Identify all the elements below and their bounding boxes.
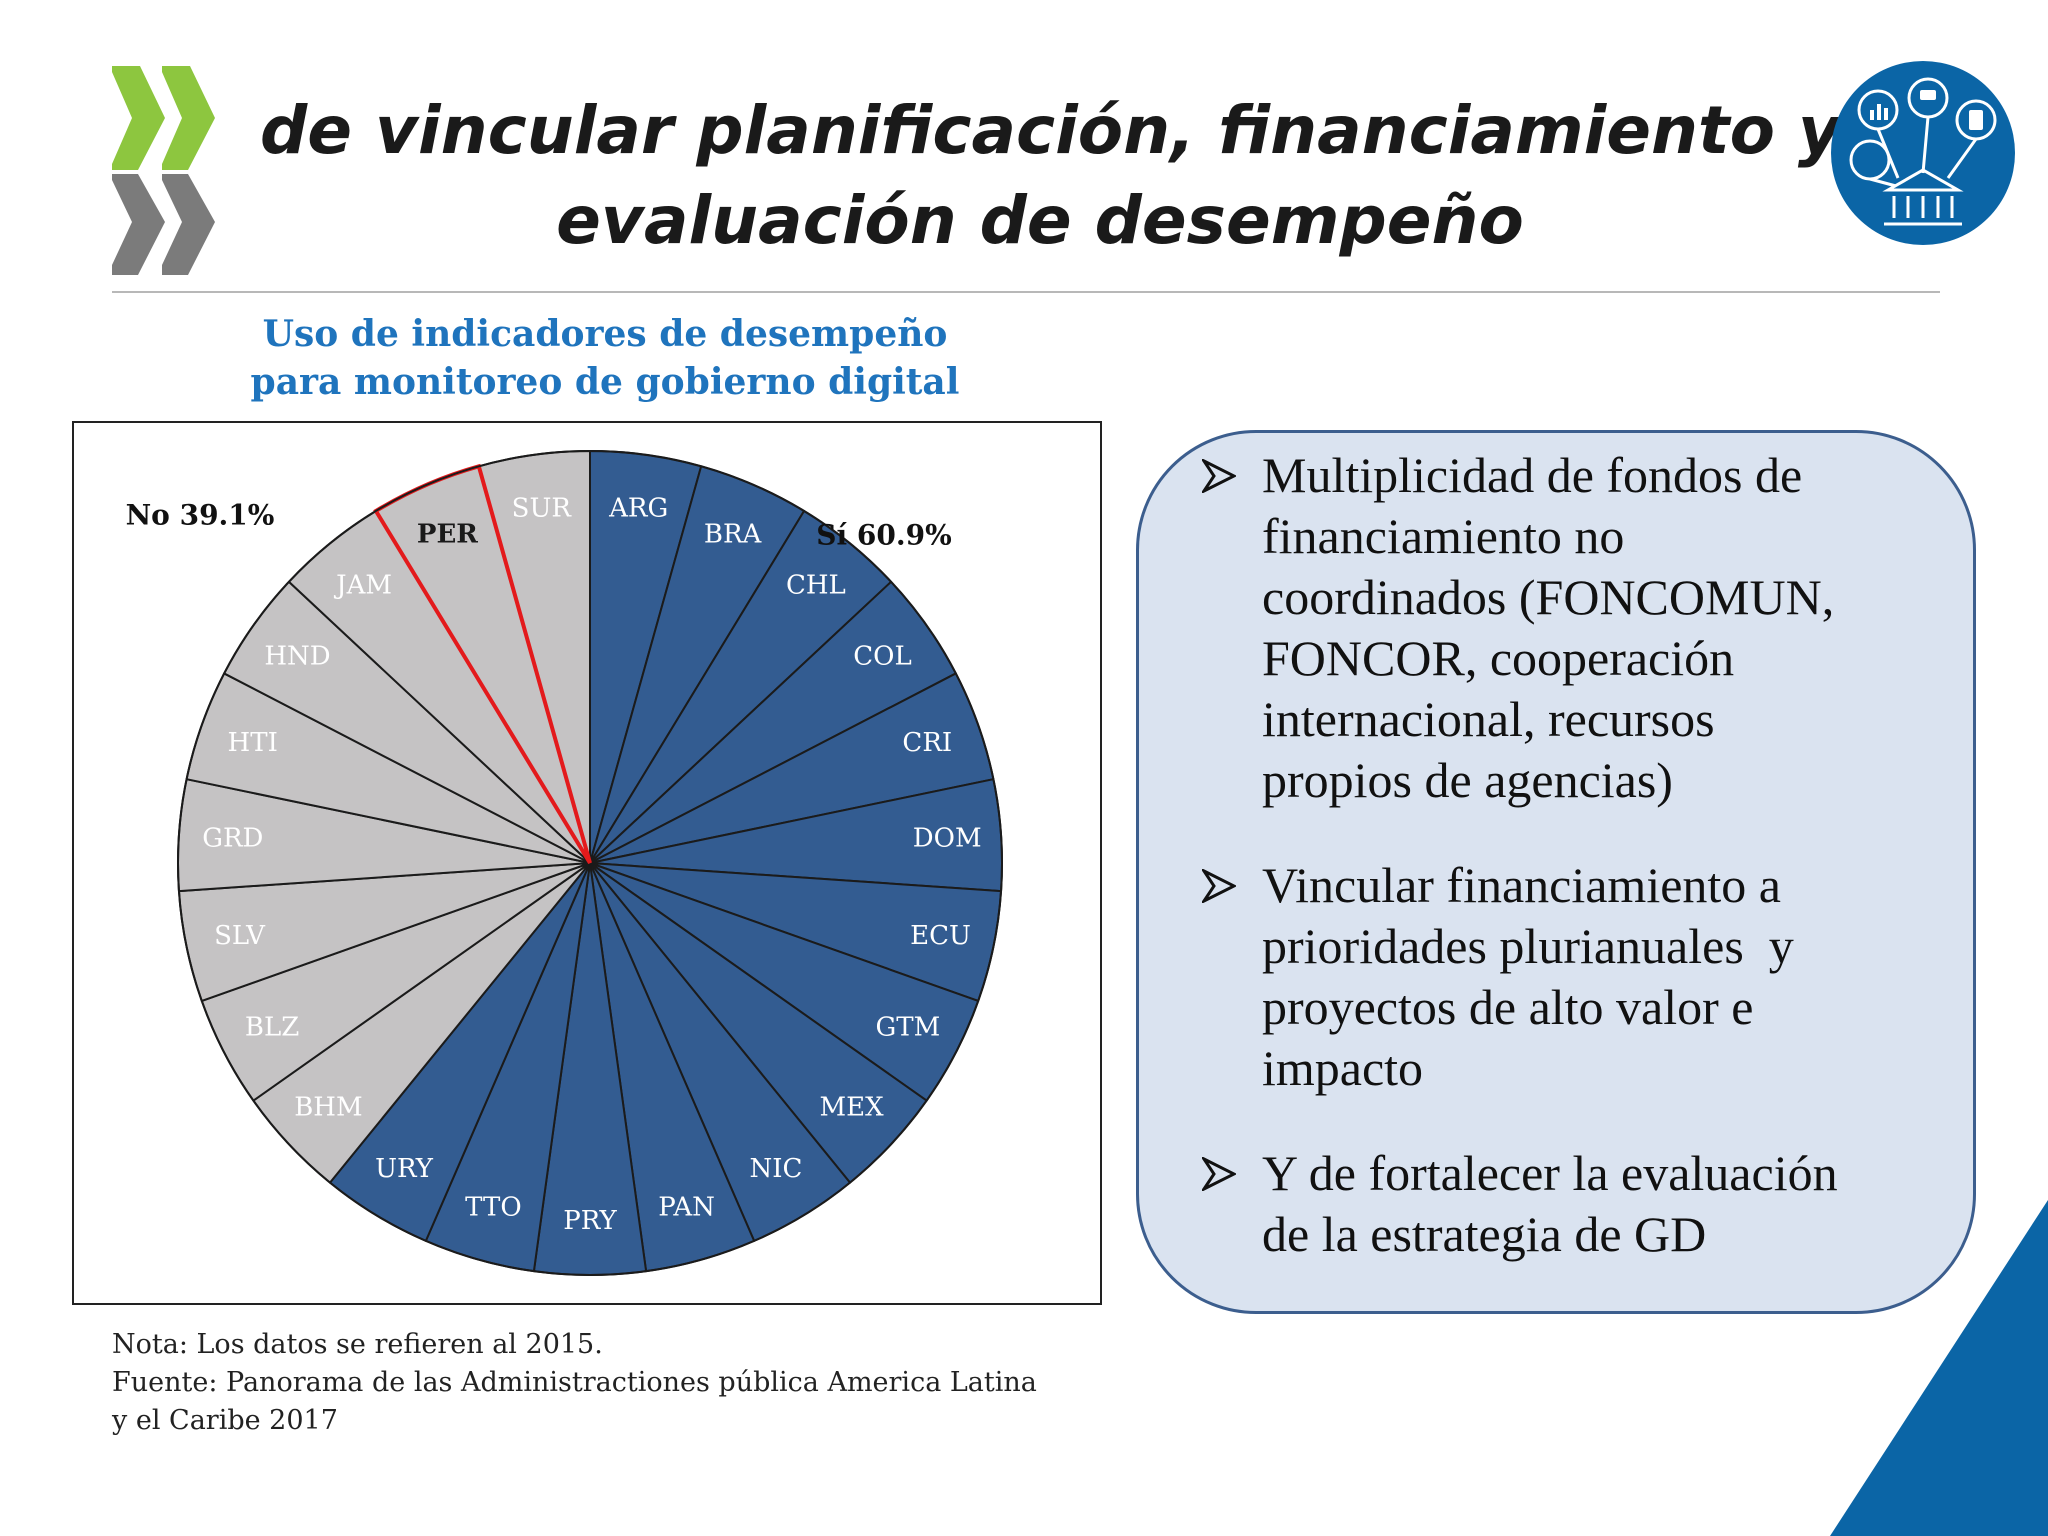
bullet-1-line-4: FONCOR, cooperación <box>1262 630 1735 686</box>
source-note: Nota: Los datos se refieren al 2015. Fue… <box>112 1326 1112 1440</box>
note-line-1: Nota: Los datos se refieren al 2015. <box>112 1329 603 1360</box>
bullet-2-line-1: Vincular financiamiento a <box>1262 857 1781 913</box>
bullet-1-line-6: propios de agencias) <box>1262 752 1673 808</box>
slide-title: de vincular planificación, financiamient… <box>260 86 1841 266</box>
arrow-bullet-icon <box>1202 1157 1236 1191</box>
oecd-logo-icon <box>112 66 215 275</box>
slice-label-hti: HTI <box>228 728 278 758</box>
note-line-2: Fuente: Panorama de las Administractione… <box>112 1367 1037 1398</box>
bullet-2-line-2: prioridades plurianuales y <box>1262 918 1794 974</box>
slice-label-chl: CHL <box>786 570 846 600</box>
chart-title-line-2: para monitoreo de gobierno digital <box>250 361 960 403</box>
slice-label-col: COL <box>853 642 911 672</box>
bullet-3-line-1: Y de fortalecer la evaluación <box>1262 1145 1838 1201</box>
bullet-3-line-2: de la estrategia de GD <box>1262 1206 1707 1262</box>
slice-label-mex: MEX <box>820 1092 885 1122</box>
series-label-no: No 39.1% <box>126 499 275 532</box>
logo-chevron-grey-left <box>112 174 165 275</box>
chart-title-line-1: Uso de indicadores de desempeño <box>262 313 948 355</box>
series-label-si: Sí 60.9% <box>816 519 951 552</box>
slice-label-ecu: ECU <box>910 921 971 951</box>
slice-label-slv: SLV <box>214 921 266 951</box>
arrow-bullet-icon <box>1202 459 1236 493</box>
bullet-list: Multiplicidad de fondos de financiamient… <box>1196 445 1936 1309</box>
slice-label-dom: DOM <box>913 824 982 854</box>
bullet-item: Vincular financiamiento a prioridades pl… <box>1196 855 1936 1099</box>
bullet-1-line-3: coordinados (FONCOMUN, <box>1262 569 1835 625</box>
chart-frame: ARG BRA CHL COL CRI DOM ECU GTM MEX NIC PAN PRY TTO U… <box>72 421 1102 1305</box>
bullet-2-line-3: proyectos de alto valor e <box>1262 979 1754 1035</box>
slice-label-grd: GRD <box>202 824 263 854</box>
logo-chevron-grey-right <box>162 174 215 275</box>
corner-accent <box>1830 1200 2048 1536</box>
bullet-1-line-2: financiamiento no <box>1262 508 1625 564</box>
header-divider <box>112 291 1940 293</box>
slice-label-cri: CRI <box>902 728 952 758</box>
bullet-panel <box>1136 430 1976 1314</box>
bullet-1-line-1: Multiplicidad de fondos de <box>1262 447 1803 503</box>
title-line-2: evaluación de desempeño <box>556 182 1524 259</box>
slice-label-blz: BLZ <box>245 1013 299 1043</box>
slice-label-per: PER <box>417 520 478 550</box>
note-line-3: y el Caribe 2017 <box>112 1405 338 1436</box>
bullet-2-line-4: impacto <box>1262 1040 1424 1096</box>
slice-label-bra: BRA <box>704 520 763 550</box>
slice-label-pry: PRY <box>563 1206 617 1236</box>
slice-label-pan: PAN <box>658 1193 715 1223</box>
bullet-1-line-5: internacional, recursos <box>1262 691 1715 747</box>
bullet-item: Y de fortalecer la evaluación de la estr… <box>1196 1143 1936 1265</box>
slice-label-arg: ARG <box>608 493 668 523</box>
slice-label-sur: SUR <box>512 493 573 523</box>
arrow-bullet-icon <box>1202 869 1236 903</box>
pie-rim <box>177 450 1003 1276</box>
digital-government-icon <box>1831 61 2015 245</box>
bullet-item: Multiplicidad de fondos de financiamient… <box>1196 445 1936 811</box>
slice-label-gtm: GTM <box>876 1013 941 1043</box>
chart-title: Uso de indicadores de desempeño para mon… <box>160 310 1050 406</box>
pie-chart: ARG BRA CHL COL CRI DOM ECU GTM MEX NIC PAN PRY TTO U… <box>126 450 1003 1276</box>
slice-label-hnd: HND <box>264 642 330 672</box>
slice-label-nic: NIC <box>750 1154 803 1184</box>
slice-label-tto: TTO <box>465 1193 521 1223</box>
slice-label-bhm: BHM <box>294 1092 362 1122</box>
logo-chevron-green-right <box>162 66 215 170</box>
slice-label-ury: URY <box>375 1154 434 1184</box>
logo-chevron-green-left <box>112 66 165 170</box>
title-line-1: de vincular planificación, financiamient… <box>260 92 1841 169</box>
slice-label-jam: JAM <box>333 570 392 600</box>
